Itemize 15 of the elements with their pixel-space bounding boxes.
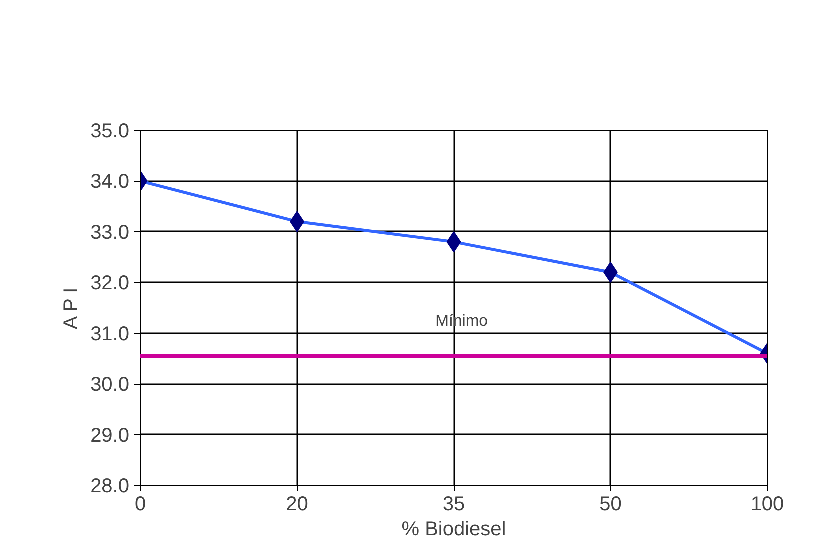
x-tick-label: 0 [134, 494, 146, 516]
y-tick-label: 28.0 [90, 476, 130, 498]
y-tick-label: 29.0 [90, 424, 130, 447]
x-axis-title: % Biodiesel [402, 518, 506, 540]
y-tick-label: 34.0 [90, 171, 130, 194]
y-axis-title: A P I [60, 288, 83, 330]
y-tick-label: 31.0 [90, 323, 130, 346]
y-tick-label: 30.0 [90, 374, 130, 396]
y-tick-label: 33.0 [90, 222, 130, 244]
x-tick-label: 20 [286, 494, 308, 516]
y-tick-label: 35.0 [90, 120, 130, 142]
x-tick-label: 50 [600, 494, 622, 516]
x-tick-label: 100 [750, 494, 784, 516]
y-tick-label: 32.0 [90, 272, 130, 295]
x-tick-label: 35 [442, 494, 466, 516]
